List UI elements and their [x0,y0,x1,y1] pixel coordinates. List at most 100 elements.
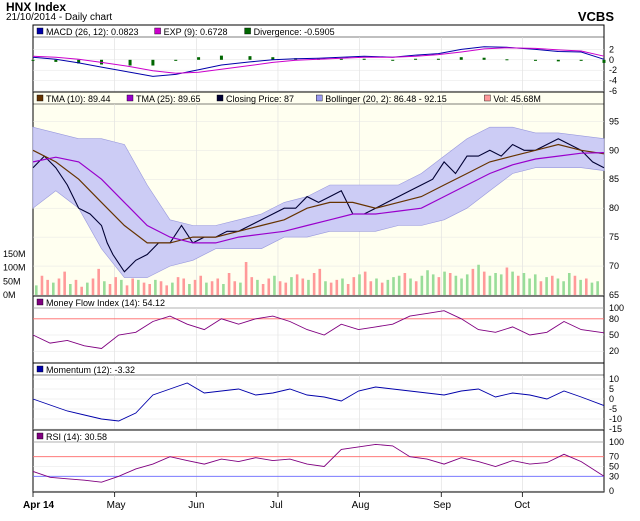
macd-divergence-bar [391,59,395,61]
volume-bar [375,278,378,295]
mfi-series-line [32,310,605,349]
x-axis-label: Oct [514,500,530,511]
volume-bar [443,271,446,295]
momentum-ytick-label: 10 [609,374,619,384]
volume-bar [346,284,350,295]
volume-bar [69,284,72,295]
price-legend-label: TMA (25): 89.65 [136,94,201,104]
macd-divergence-bar [459,57,463,60]
volume-bar [222,284,225,295]
macd-ytick-label: -6 [609,86,617,96]
macd-divergence-bar [128,59,132,66]
momentum-ytick-label: 5 [609,384,614,394]
x-axis-label: Jun [188,500,204,511]
volume-bar [108,284,112,295]
volume-bar [550,275,554,295]
macd-legend-swatch [36,27,44,35]
price-legend-label: TMA (10): 89.44 [46,94,111,104]
macd-divergence-bar [31,59,35,61]
mfi-ytick-label: 20 [609,346,619,356]
volume-bar [329,282,333,295]
price-ytick-label: 70 [609,261,619,271]
x-axis-label: Sep [433,500,451,511]
volume-bar [35,285,38,295]
macd-divergence-bar [151,59,155,66]
price-legend-label: Vol: 45.68M [493,94,541,104]
momentum-legend-label: Momentum (12): -3.32 [46,365,135,375]
price-series-line [32,138,605,273]
momentum-ytick-label: -15 [609,424,622,434]
volume-tick-label: 0M [3,290,16,300]
momentum-ytick-label: 0 [609,394,614,404]
price-legend-swatch [316,94,323,102]
volume-bar [154,279,157,295]
volume-bar [482,271,486,295]
macd-legend-label: EXP (9): 0.6728 [164,27,228,37]
macd-ytick-label: 0 [609,55,614,65]
macd-divergence-bar [248,56,252,60]
volume-bar [494,273,497,295]
volume-bar [250,277,254,295]
volume-bar [159,281,163,295]
macd-legend-label: MACD (26, 12): 0.0823 [46,27,139,37]
volume-bar [380,282,384,295]
macd-divergence-bar [77,59,81,64]
volume-bar [97,268,100,295]
volume-bar [369,281,373,295]
volume-bar [454,275,458,295]
price-legend-swatch [36,94,44,102]
macd-divergence-bar [602,59,606,63]
volume-bar [193,279,197,295]
macd-divergence-bar [436,58,440,60]
volume-bar [426,270,429,295]
volume-bar [386,279,390,295]
volume-bar [52,282,55,295]
macd-divergence-bar [505,59,509,61]
price-ytick-label: 65 [609,290,619,300]
price-legend-swatch [216,94,224,102]
volume-bar [528,278,531,295]
volume-bar [256,279,259,295]
volume-bar [278,281,282,295]
volume-bar [284,282,288,295]
rsi-ytick-label: 70 [609,452,619,462]
rsi-panel-frame [32,429,605,493]
momentum-legend-swatch [36,365,44,373]
macd-divergence-bar [271,57,275,60]
volume-bar [392,277,395,295]
macd-divergence-bar [362,58,366,60]
macd-divergence-bar [414,58,418,60]
volume-bar [63,271,66,295]
x-axis-label: Jul [270,500,283,511]
volume-bar [176,277,180,295]
volume-bar [596,281,599,295]
volume-bar [188,284,191,295]
volume-bar [579,279,582,295]
volume-bar [46,279,49,295]
momentum-series-line [32,382,605,422]
volume-bar [573,275,577,295]
volume-bar [295,274,299,295]
volume-bar [114,277,117,295]
volume-tick-label: 100M [3,263,26,273]
volume-bar [227,273,231,295]
volume-bar [477,264,480,295]
mfi-ytick-label: 50 [609,330,619,340]
volume-bar [171,282,174,295]
volume-bar [409,278,412,295]
volume-bar [437,277,441,295]
volume-bar [74,279,78,295]
macd-divergence-bar [579,59,583,61]
price-legend-swatch [484,94,491,102]
volume-bar [403,273,407,295]
volume-bar [335,279,339,295]
momentum-ytick-label: -5 [609,404,617,414]
volume-bar [91,278,95,295]
volume-bar [199,275,203,295]
volume-bar [414,281,418,295]
volume-bar [448,273,452,295]
volume-bar [562,281,565,295]
volume-bar [80,286,83,295]
volume-bar [57,278,61,295]
